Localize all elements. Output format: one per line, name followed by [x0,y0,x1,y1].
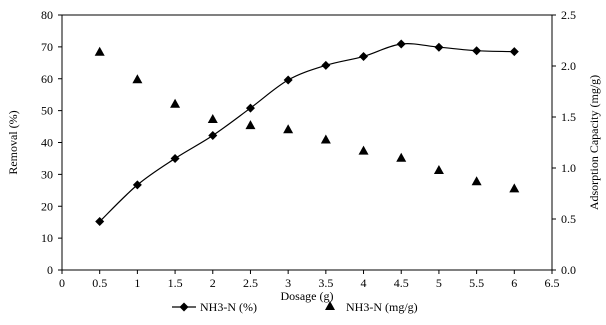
y-tick-label-left: 0 [47,263,53,277]
data-point-adsorption [94,46,105,56]
x-tick-label: 5 [436,276,442,290]
data-point-adsorption [170,98,181,108]
data-point-removal [170,153,180,163]
data-point-adsorption [132,74,143,84]
x-tick-label: 2 [210,276,216,290]
legend-marker-removal [179,302,189,312]
x-tick-label: 1.5 [168,276,183,290]
y-tick-label-left: 80 [41,8,53,22]
x-tick-label: 6.5 [545,276,560,290]
y-axis-title-right: Adsorption Capacity (mg/g) [587,75,601,210]
data-point-removal [434,42,444,52]
data-point-removal [321,60,331,70]
x-tick-label: 3.5 [318,276,333,290]
x-tick-label: 1 [134,276,140,290]
y-tick-label-left: 40 [41,136,53,150]
x-tick-label: 4.5 [394,276,409,290]
data-point-adsorption [509,183,520,193]
y-tick-label-left: 30 [41,167,53,181]
x-tick-label: 4 [361,276,367,290]
data-point-removal [359,51,369,61]
legend-label-removal: NH3-N (%) [200,300,257,314]
x-tick-label: 5.5 [469,276,484,290]
legend-marker-adsorption [325,301,335,310]
series-layer [94,39,520,227]
y-tick-label-right: 1.0 [561,161,576,175]
y-tick-label-right: 0.5 [561,212,576,226]
legend: NH3-N (%) NH3-N (mg/g) [172,300,418,314]
x-tick-label: 0 [59,276,65,290]
data-point-removal [245,103,255,113]
y-tick-label-right: 0.0 [561,263,576,277]
data-point-adsorption [471,176,482,186]
x-tick-label: 6 [511,276,517,290]
data-point-removal [132,180,142,190]
data-point-removal [396,39,406,49]
x-axis-title: Dosage (g) [281,289,334,303]
data-point-adsorption [207,114,218,124]
x-tick-label: 2.5 [243,276,258,290]
x-tick-label: 3 [285,276,291,290]
y-tick-label-left: 20 [41,199,53,213]
y-tick-label-left: 10 [41,231,53,245]
data-point-removal [283,75,293,85]
y-tick-label-right: 2.0 [561,59,576,73]
y-tick-label-right: 1.5 [561,110,576,124]
data-point-adsorption [283,124,294,134]
y-tick-label-left: 60 [41,72,53,86]
data-point-adsorption [358,145,369,155]
y-axis-title-left: Removal (%) [6,110,20,174]
x-tick-label: 0.5 [92,276,107,290]
data-point-adsorption [433,165,444,175]
y-tick-label-left: 70 [41,40,53,54]
data-point-removal [509,47,519,57]
data-point-removal [472,46,482,56]
y-tick-label-left: 50 [41,104,53,118]
y-tick-label-right: 2.5 [561,8,576,22]
data-point-removal [208,130,218,140]
data-point-removal [95,217,105,227]
axes-layer: 0 0.5 1 1.5 2 2.5 3 3.5 4 4.5 5 5.5 6 6.5 0 10 20 30 40 50 6… [41,8,576,290]
data-point-adsorption [245,120,256,130]
legend-label-adsorption: NH3-N (mg/g) [346,300,418,314]
data-point-adsorption [320,134,331,144]
data-point-adsorption [396,152,407,162]
series-line-removal [99,43,515,222]
